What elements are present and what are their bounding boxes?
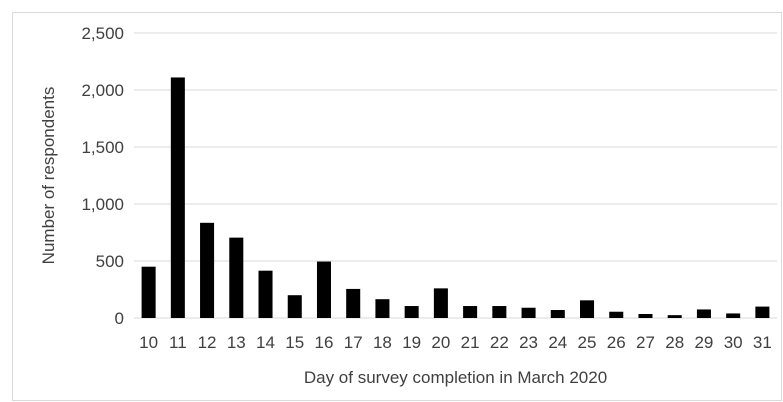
x-tick-label: 29 xyxy=(694,333,713,352)
x-tick-label: 20 xyxy=(431,333,450,352)
x-tick-label: 11 xyxy=(169,333,187,352)
x-tick-label: 26 xyxy=(607,333,626,352)
y-tick-label: 0 xyxy=(115,309,124,328)
y-tick-label: 1,500 xyxy=(81,138,124,157)
bar-day-25 xyxy=(580,300,595,318)
bar-day-17 xyxy=(346,288,361,318)
x-tick-label: 12 xyxy=(198,333,217,352)
x-tick-label: 31 xyxy=(753,333,772,352)
bar-day-28 xyxy=(667,315,682,318)
bar-day-22 xyxy=(492,306,507,318)
x-tick-label: 16 xyxy=(315,333,334,352)
x-tick-label: 14 xyxy=(256,333,275,352)
y-tick-labels: 0 500 1,000 1,500 2,000 2,500 xyxy=(81,24,124,328)
bar-day-20 xyxy=(433,288,448,318)
x-tick-label: 25 xyxy=(578,333,597,352)
bar-day-11 xyxy=(170,77,185,319)
y-tick-label: 1,000 xyxy=(81,195,124,214)
bar-day-15 xyxy=(287,295,302,318)
x-tick-label: 19 xyxy=(402,333,421,352)
bar-day-12 xyxy=(200,222,215,318)
x-tick-label: 27 xyxy=(636,333,655,352)
x-tick-labels: 10 11 12 13 14 15 16 17 18 19 20 21 22 23 24 25 26 27 28 29… xyxy=(139,333,772,352)
bar-day-23 xyxy=(521,307,536,318)
bar-day-14 xyxy=(258,270,273,318)
bar-day-29 xyxy=(696,309,711,318)
bar-day-18 xyxy=(375,299,390,318)
x-tick-label: 15 xyxy=(285,333,304,352)
bar-day-13 xyxy=(229,237,244,318)
bar-day-31 xyxy=(755,306,770,318)
bar-day-16 xyxy=(316,261,331,318)
y-axis-title: Number of respondents xyxy=(39,87,58,265)
y-tick-label: 500 xyxy=(96,252,124,271)
x-tick-label: 13 xyxy=(227,333,246,352)
bar-day-30 xyxy=(726,313,741,318)
x-tick-label: 30 xyxy=(724,333,743,352)
x-tick-label: 10 xyxy=(139,333,158,352)
x-axis-title: Day of survey completion in March 2020 xyxy=(304,368,607,387)
x-tick-label: 24 xyxy=(548,333,567,352)
bar-day-21 xyxy=(463,306,478,318)
y-tick-label: 2,500 xyxy=(81,24,124,43)
x-tick-label: 17 xyxy=(344,333,363,352)
bar-day-19 xyxy=(404,306,419,318)
bars xyxy=(141,77,770,319)
bar-day-10 xyxy=(141,266,156,318)
x-tick-label: 23 xyxy=(519,333,538,352)
x-tick-label: 28 xyxy=(665,333,684,352)
x-tick-label: 21 xyxy=(461,333,480,352)
bar-day-26 xyxy=(609,311,624,318)
chart-frame xyxy=(12,12,782,401)
y-tick-label: 2,000 xyxy=(81,81,124,100)
bar-day-27 xyxy=(638,314,653,318)
x-tick-label: 22 xyxy=(490,333,509,352)
x-tick-label: 18 xyxy=(373,333,392,352)
bar-day-24 xyxy=(550,310,565,318)
